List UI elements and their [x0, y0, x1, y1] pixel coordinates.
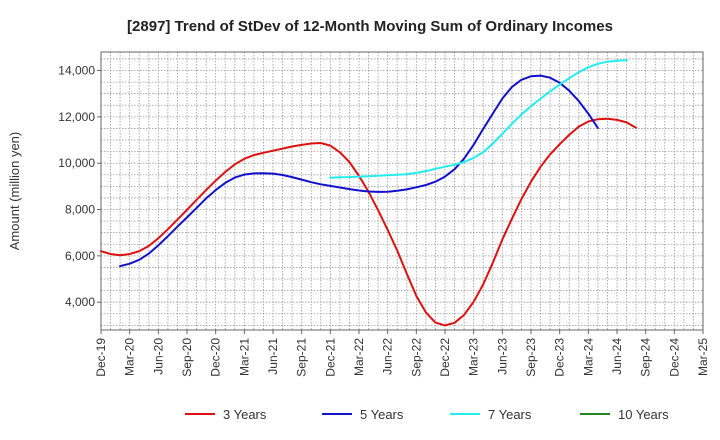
legend: 3 Years 5 Years 7 Years 10 Years	[185, 407, 669, 422]
x-tick-label: Sep-21	[295, 338, 309, 377]
y-tick-label: 8,000	[65, 203, 95, 217]
x-tick-label: Dec-23	[553, 338, 567, 377]
x-tick-label: Mar-22	[352, 338, 366, 376]
x-tick-label: Dec-24	[667, 338, 681, 377]
plot-frame	[100, 51, 704, 331]
chart-title: [2897] Trend of StDev of 12-Month Moving…	[127, 18, 613, 35]
y-axis-ticks: 4,000 6,000 8,000 10,000 12,000 14,000	[58, 64, 101, 309]
y-tick-label: 10,000	[58, 156, 95, 170]
legend-label-7-years: 7 Years	[488, 407, 532, 422]
x-tick-label: Mar-25	[696, 338, 710, 376]
x-tick-label: Sep-22	[409, 338, 423, 377]
y-axis-label: Amount (million yen)	[7, 132, 22, 251]
x-tick-label: Dec-21	[323, 338, 337, 377]
y-tick-label: 6,000	[65, 249, 95, 263]
legend-label-3-years: 3 Years	[223, 407, 267, 422]
x-tick-label: Jun-24	[610, 338, 624, 375]
y-tick-label: 12,000	[58, 110, 95, 124]
legend-label-10-years: 10 Years	[618, 407, 669, 422]
x-tick-label: Dec-22	[438, 338, 452, 377]
x-tick-label: Sep-20	[180, 338, 194, 377]
x-tick-label: Sep-24	[639, 338, 653, 377]
legend-label-5-years: 5 Years	[360, 407, 404, 422]
x-axis-ticks: Dec-19 Mar-20 Jun-20 Sep-20 Dec-20 Mar-21 Jun-…	[94, 330, 710, 377]
x-tick-label: Mar-24	[581, 338, 595, 376]
y-tick-label: 4,000	[65, 295, 95, 309]
x-tick-label: Sep-23	[524, 338, 538, 377]
series-line-7-years	[329, 59, 628, 179]
series-line-5-years	[119, 74, 599, 268]
x-tick-label: Mar-23	[467, 338, 481, 376]
x-tick-label: Jun-22	[381, 338, 395, 375]
y-tick-label: 14,000	[58, 64, 95, 78]
x-tick-label: Dec-19	[94, 338, 108, 377]
x-tick-label: Mar-21	[237, 338, 251, 376]
grid	[100, 52, 704, 330]
x-tick-label: Jun-21	[266, 338, 280, 375]
x-tick-label: Mar-20	[123, 338, 137, 376]
x-tick-label: Jun-23	[495, 338, 509, 375]
x-tick-label: Dec-20	[209, 338, 223, 377]
x-tick-label: Jun-20	[151, 338, 165, 375]
series-lines	[100, 59, 638, 327]
